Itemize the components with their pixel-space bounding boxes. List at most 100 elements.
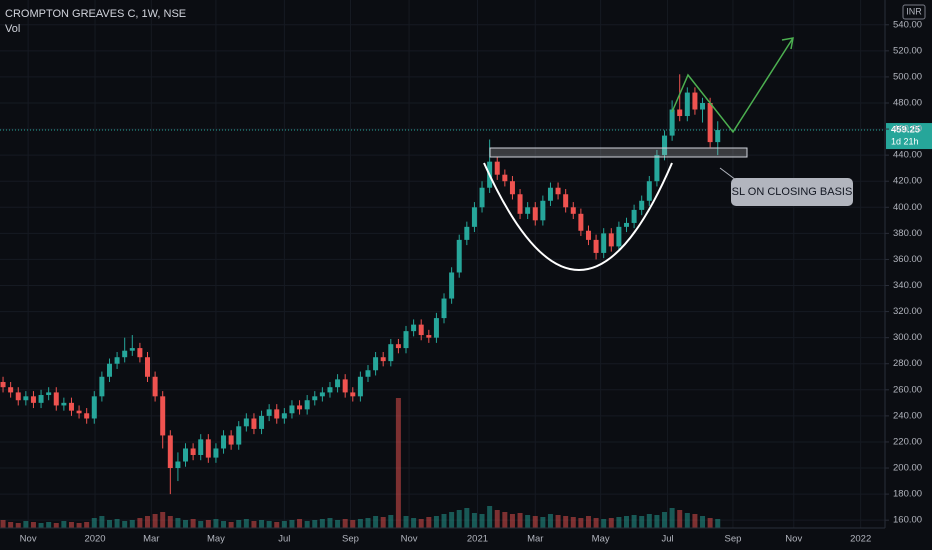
chart-title: CROMPTON GREAVES C, 1W, NSE <box>5 8 186 20</box>
volume-bar <box>243 519 249 528</box>
candle-body <box>259 415 265 429</box>
candle-body <box>700 102 706 110</box>
candle-body <box>585 230 591 240</box>
volume-pane <box>0 398 721 528</box>
y-tick-label: 300.00 <box>893 332 922 343</box>
candle-body <box>145 357 150 377</box>
volume-bar <box>555 515 561 528</box>
volume-bar <box>281 521 287 528</box>
candle-body <box>152 376 158 397</box>
candle-body <box>251 418 257 429</box>
candle-body <box>23 396 29 401</box>
volume-bar <box>46 522 52 528</box>
volume-bar <box>114 519 120 528</box>
last-price: 459.25 <box>891 125 921 136</box>
resistance-zone <box>489 147 748 158</box>
volume-bar <box>471 513 477 528</box>
candle-body <box>380 357 386 362</box>
y-tick-label: 280.00 <box>893 358 922 369</box>
candle-body <box>532 207 538 221</box>
y-tick-label: 360.00 <box>893 254 922 265</box>
candle-body <box>578 213 584 231</box>
y-tick-label: 200.00 <box>893 463 922 474</box>
candle-body <box>692 92 698 110</box>
volume-bar <box>532 516 538 528</box>
volume-bar <box>190 519 196 528</box>
volume-bar <box>677 510 683 528</box>
candle-body <box>426 335 432 338</box>
candle-body <box>213 448 219 458</box>
volume-bar <box>639 516 645 528</box>
y-tick-label: 520.00 <box>893 45 922 56</box>
candle-body <box>99 376 105 397</box>
candle-body <box>540 200 546 221</box>
candle-body <box>281 413 287 419</box>
candle-body <box>365 370 371 377</box>
volume-bar <box>84 522 90 528</box>
volume-bar <box>449 512 455 528</box>
volume-bar <box>160 512 166 528</box>
volume-bar <box>76 523 82 528</box>
y-tick-label: 320.00 <box>893 306 922 317</box>
volume-bar <box>669 508 675 528</box>
candle-body <box>312 396 318 401</box>
callout-box <box>731 178 853 206</box>
volume-bar <box>335 520 341 528</box>
y-tick-label: 420.00 <box>893 176 922 187</box>
volume-bar <box>304 521 310 528</box>
candle-body <box>137 348 143 358</box>
volume-bar <box>99 516 105 528</box>
volume-bar <box>563 516 569 528</box>
volume-bar <box>494 510 500 528</box>
candle-body <box>639 200 645 210</box>
volume-bar <box>327 518 333 528</box>
x-tick-label: 2020 <box>84 534 105 545</box>
volume-bar <box>479 514 485 528</box>
candle-body <box>289 405 295 414</box>
candle-body <box>662 135 668 156</box>
volume-bar <box>707 518 713 528</box>
candle-body <box>114 357 120 364</box>
candle-body <box>623 222 629 227</box>
candle-body <box>167 435 173 469</box>
volume-bar <box>426 517 432 528</box>
volume-bar <box>487 506 493 528</box>
currency: INR <box>906 6 922 16</box>
volume-bar <box>692 514 698 528</box>
candle-body <box>106 363 112 377</box>
candle-body <box>243 418 249 427</box>
volume-bar <box>15 523 21 528</box>
candle-body <box>357 376 363 397</box>
volume-bar <box>403 516 409 528</box>
candle-body <box>654 155 660 182</box>
y-tick-label: 400.00 <box>893 202 922 213</box>
volume-bar <box>585 516 591 528</box>
candle-body <box>669 109 675 136</box>
x-tick-label: Sep <box>342 534 359 545</box>
candle-body <box>304 400 310 410</box>
candle-body <box>479 187 485 208</box>
y-tick-label: 540.00 <box>893 19 922 30</box>
volume-bar <box>198 521 204 528</box>
volume-bar <box>509 514 515 528</box>
candle-body <box>38 395 44 403</box>
volume-bar <box>623 516 629 528</box>
candle-body <box>91 396 97 419</box>
y-tick-label: 220.00 <box>893 436 922 447</box>
volume-bar <box>456 510 462 528</box>
x-tick-label: Nov <box>401 534 418 545</box>
volume-bar <box>38 523 44 528</box>
candle-body <box>502 174 508 182</box>
volume-bar <box>593 518 599 528</box>
candle-body <box>129 348 135 351</box>
volume-bar <box>129 520 135 528</box>
candle-body <box>327 387 333 393</box>
candle-body <box>631 209 637 223</box>
volume-bar <box>251 521 257 528</box>
candle-body <box>449 272 455 299</box>
x-tick-label: Sep <box>724 534 741 545</box>
y-tick-label: 260.00 <box>893 384 922 395</box>
candle-body <box>411 324 417 332</box>
volume-bar <box>601 519 607 528</box>
